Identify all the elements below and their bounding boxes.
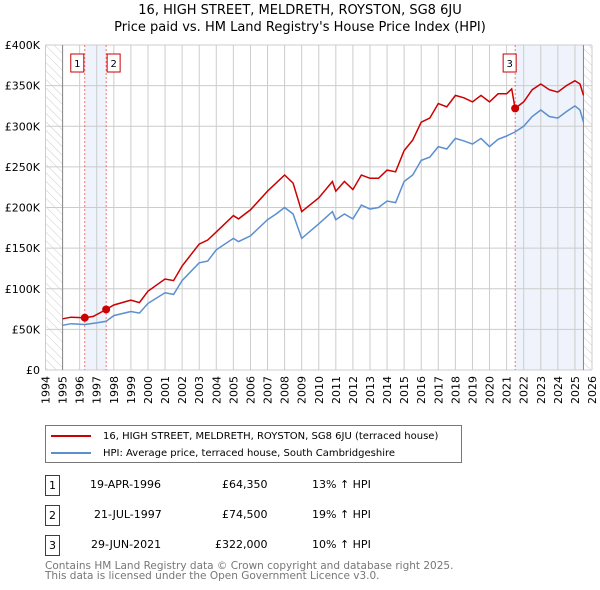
title-line: 16, HIGH STREET, MELDRETH, ROYSTON, SG8 … xyxy=(138,3,462,18)
y-tick-label: £200K xyxy=(5,202,41,215)
sale-label-box xyxy=(106,53,121,73)
sale-label-box xyxy=(70,53,85,73)
x-tick-label: 2023 xyxy=(535,376,548,404)
footer-licence: This data is licensed under the Open Gov… xyxy=(45,570,380,582)
x-tick-label: 1998 xyxy=(108,376,121,404)
x-tick-label: 2020 xyxy=(484,376,497,404)
sale-number: 3 xyxy=(45,535,60,556)
x-tick-label: 2019 xyxy=(466,376,479,404)
sale-price: £322,000 xyxy=(215,538,268,551)
x-tick-label: 2026 xyxy=(586,376,599,404)
sale-date: 21-JUL-1997 xyxy=(94,508,162,521)
legend-swatch-blue xyxy=(51,452,91,454)
sale-hpi: 19% ↑ HPI xyxy=(312,508,371,521)
sale-label: 1 xyxy=(74,59,80,70)
x-tick-label: 1995 xyxy=(57,376,70,404)
legend-label: HPI: Average price, terraced house, Sout… xyxy=(103,447,396,459)
subtitle-line: Price paid vs. HM Land Registry's House … xyxy=(114,20,486,35)
y-tick-label: £50K xyxy=(12,323,41,336)
chart-title: 16, HIGH STREET, MELDRETH, ROYSTON, SG8 … xyxy=(0,2,600,36)
sale-point xyxy=(511,104,520,113)
x-tick-label: 2010 xyxy=(313,376,326,404)
x-tick-label: 2013 xyxy=(364,376,377,404)
x-tick-label: 2002 xyxy=(176,376,189,404)
x-tick-label: 2012 xyxy=(347,376,360,404)
x-tick-label: 2016 xyxy=(415,376,428,404)
x-tick-label: 1994 xyxy=(40,376,53,404)
x-tick-label: 2008 xyxy=(279,376,292,404)
series-line xyxy=(62,104,585,327)
sale-label-box xyxy=(502,53,517,73)
sale-number: 2 xyxy=(45,505,60,526)
series-line xyxy=(62,79,585,320)
sale-hpi: 10% ↑ HPI xyxy=(312,538,371,551)
x-tick-label: 2000 xyxy=(142,376,155,404)
legend-item-hpi: HPI: Average price, terraced house, Sout… xyxy=(46,445,395,461)
sale-hpi: 13% ↑ HPI xyxy=(312,478,371,491)
x-tick-label: 2022 xyxy=(518,376,531,404)
x-tick-label: 2009 xyxy=(296,376,309,404)
y-tick-label: £0 xyxy=(26,364,40,377)
x-tick-label: 2021 xyxy=(501,376,514,404)
x-tick-label: 1997 xyxy=(91,376,104,404)
legend: 16, HIGH STREET, MELDRETH, ROYSTON, SG8 … xyxy=(45,425,462,463)
y-tick-label: £150K xyxy=(5,242,41,255)
x-tick-label: 2017 xyxy=(432,376,445,404)
sale-price: £74,500 xyxy=(222,508,268,521)
y-tick-label: £250K xyxy=(5,161,41,174)
x-tick-label: 2006 xyxy=(244,376,257,404)
x-tick-label: 2003 xyxy=(193,376,206,404)
x-tick-label: 2024 xyxy=(552,376,565,404)
x-tick-label: 2001 xyxy=(159,376,172,404)
legend-item-property: 16, HIGH STREET, MELDRETH, ROYSTON, SG8 … xyxy=(46,428,438,444)
footer: Contains HM Land Registry data © Crown c… xyxy=(45,560,454,582)
y-tick-label: £400K xyxy=(5,39,41,52)
sale-number: 1 xyxy=(45,475,60,496)
y-tick-label: £300K xyxy=(5,120,41,133)
legend-label: 16, HIGH STREET, MELDRETH, ROYSTON, SG8 … xyxy=(103,430,439,442)
sale-point xyxy=(102,305,111,314)
sale-point xyxy=(80,313,89,322)
x-tick-label: 2007 xyxy=(262,376,275,404)
x-tick-label: 2005 xyxy=(227,376,240,404)
legend-swatch-red xyxy=(51,435,91,437)
x-tick-label: 2018 xyxy=(449,376,462,404)
sale-label: 2 xyxy=(110,59,116,70)
x-tick-label: 2014 xyxy=(381,376,394,404)
y-tick-label: £350K xyxy=(5,80,41,93)
sale-date: 19-APR-1996 xyxy=(90,478,162,491)
sale-label: 3 xyxy=(506,59,512,70)
x-tick-label: 2025 xyxy=(569,376,582,404)
x-tick-label: 1999 xyxy=(125,376,138,404)
x-tick-label: 2015 xyxy=(398,376,411,404)
x-tick-label: 2004 xyxy=(210,376,223,404)
price-chart: 1994 1995 1996 1997 1998 1999 2000 2001 2002 2003… xyxy=(5,39,599,404)
footer-copyright: Contains HM Land Registry data © Crown c… xyxy=(45,560,454,572)
sale-date: 29-JUN-2021 xyxy=(91,538,162,551)
sale-price: £64,350 xyxy=(222,478,268,491)
y-tick-label: £100K xyxy=(5,283,41,296)
x-tick-label: 2011 xyxy=(330,376,343,404)
x-tick-label: 1996 xyxy=(74,376,87,404)
